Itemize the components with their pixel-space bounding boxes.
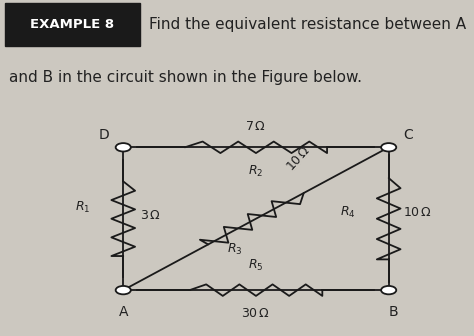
Text: $R_5$: $R_5$ [248, 258, 264, 273]
Text: C: C [403, 128, 413, 142]
Circle shape [116, 143, 131, 152]
Text: $R_1$: $R_1$ [74, 200, 90, 215]
FancyBboxPatch shape [5, 3, 140, 46]
Text: A: A [118, 304, 128, 319]
Text: Find the equivalent resistance between A: Find the equivalent resistance between A [149, 17, 466, 32]
Circle shape [381, 286, 396, 294]
Circle shape [116, 286, 131, 294]
Circle shape [381, 143, 396, 152]
Text: $10\,\Omega$: $10\,\Omega$ [403, 206, 432, 219]
Text: $7\,\Omega$: $7\,\Omega$ [246, 120, 266, 133]
Text: and B in the circuit shown in the Figure below.: and B in the circuit shown in the Figure… [9, 70, 363, 85]
Text: $3\,\Omega$: $3\,\Omega$ [140, 209, 161, 222]
Text: EXAMPLE 8: EXAMPLE 8 [30, 18, 114, 31]
Text: B: B [389, 304, 398, 319]
Text: $R_2$: $R_2$ [248, 164, 264, 179]
Text: $10\,\Omega$: $10\,\Omega$ [284, 143, 314, 173]
Text: D: D [98, 128, 109, 142]
Text: $R_4$: $R_4$ [340, 205, 356, 220]
Text: $R_3$: $R_3$ [227, 242, 243, 257]
Text: $30\,\Omega$: $30\,\Omega$ [241, 307, 271, 320]
